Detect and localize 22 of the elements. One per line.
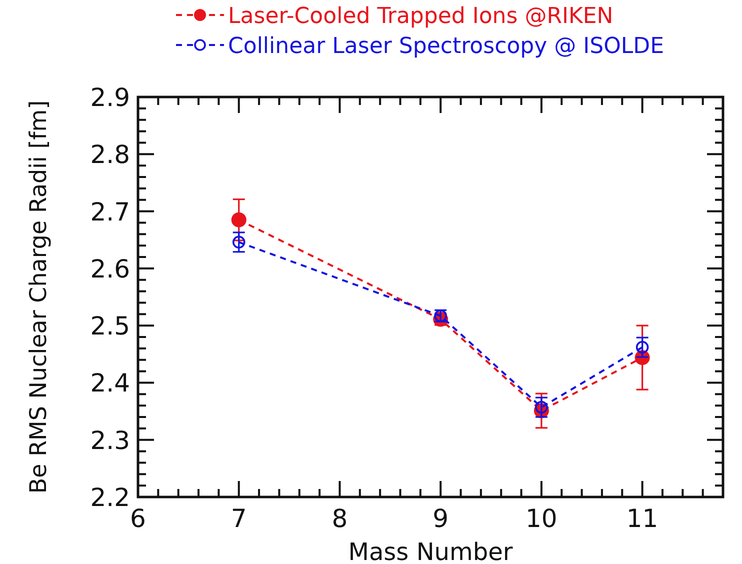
y-tick-label: 2.4 — [90, 368, 130, 398]
point — [636, 340, 649, 354]
x-tick-label: 11 — [626, 504, 658, 533]
point — [231, 212, 246, 228]
y-tick-label: 2.5 — [90, 312, 130, 341]
y-tick-label: 2.7 — [90, 197, 130, 226]
point — [232, 236, 246, 249]
y-axis-title: Be RMS Nuclear Charge Radii [fm] — [26, 100, 52, 494]
y-tick-label: 2.2 — [90, 483, 130, 512]
x-tick-label: 8 — [332, 504, 348, 533]
x-axis-title: Mass Number — [348, 538, 513, 564]
y-tick-label: 2.3 — [90, 426, 130, 455]
legend-label: Laser-Cooled Trapped Ions @RIKEN — [228, 4, 614, 29]
x-tick-label: 10 — [526, 504, 558, 533]
point — [535, 400, 548, 414]
x-tick-label: 6 — [130, 504, 146, 533]
y-tick-label: 2.6 — [90, 254, 130, 284]
y-tick-label: 2.9 — [90, 83, 130, 112]
x-tick-label: 9 — [432, 504, 449, 533]
legend-label: Collinear Laser Spectroscopy @ ISOLDE — [228, 34, 664, 59]
y-tick-label: 2.8 — [90, 140, 130, 170]
x-tick-label: 7 — [230, 504, 247, 533]
